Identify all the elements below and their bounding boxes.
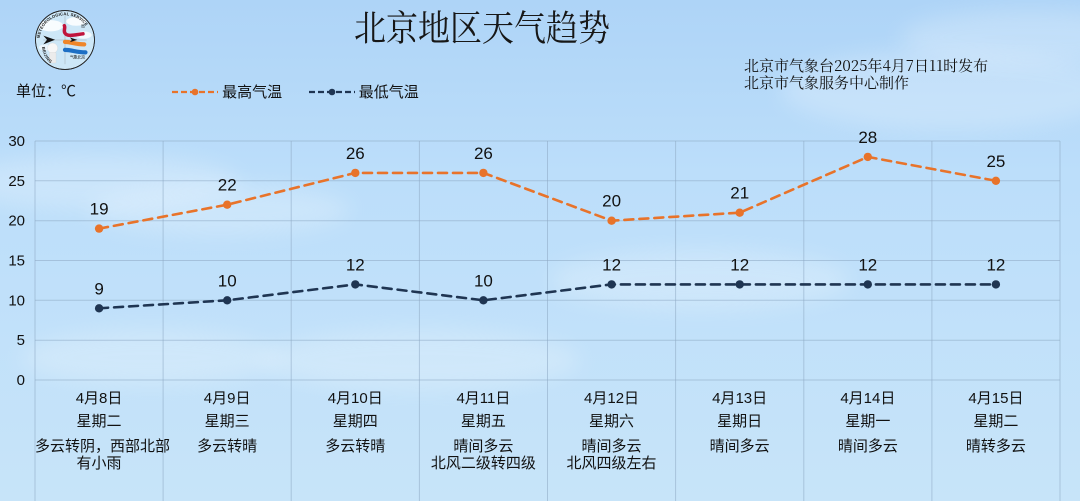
svg-text:9: 9 [94,279,103,298]
svg-text:26: 26 [474,144,493,163]
svg-text:5: 5 [17,332,25,349]
svg-text:10: 10 [8,292,25,309]
svg-text:20: 20 [602,192,621,211]
svg-text:12: 12 [730,255,749,274]
svg-text:10: 10 [474,271,493,290]
svg-text:20: 20 [8,213,25,230]
svg-text:26: 26 [346,144,365,163]
svg-text:25: 25 [986,152,1005,171]
svg-text:12: 12 [986,255,1005,274]
svg-text:12: 12 [858,255,877,274]
svg-text:21: 21 [730,184,749,203]
svg-text:12: 12 [346,255,365,274]
svg-text:19: 19 [90,200,109,219]
svg-text:28: 28 [858,128,877,147]
svg-text:22: 22 [218,176,237,195]
svg-text:15: 15 [8,253,25,270]
svg-text:30: 30 [8,133,25,150]
svg-text:12: 12 [602,255,621,274]
svg-text:10: 10 [218,271,237,290]
svg-text:25: 25 [8,173,25,190]
